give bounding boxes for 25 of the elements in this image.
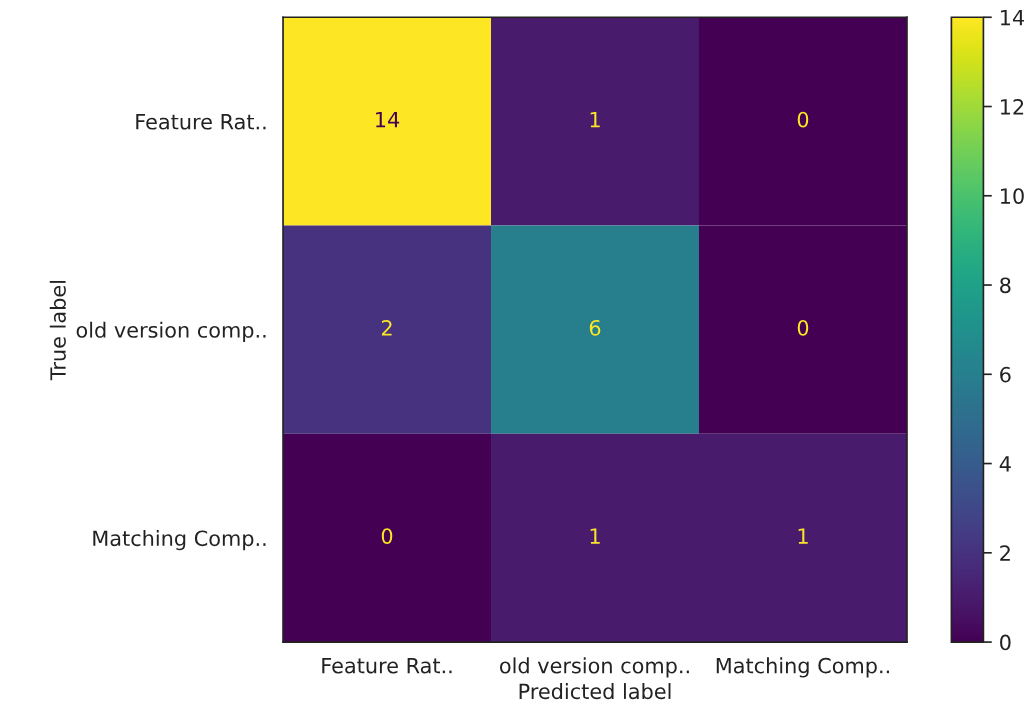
data-label: 1 [590,528,600,544]
color-bar-label: 6 [1000,366,1011,383]
y-axis-title: True label [49,280,66,381]
color-bar-label: 0 [1000,634,1011,651]
color-bar-label: 2 [1000,545,1010,561]
y-tick-label: Feature Rat.. [136,114,266,130]
data-label: 0 [797,319,809,336]
data-label: 0 [797,111,809,128]
data-label: 1 [798,528,808,544]
x-axis-title: Predicted label [519,683,671,700]
data-label: 6 [589,319,601,336]
data-label: 2 [381,319,392,336]
data-label: 14 [376,111,400,128]
data-label: 1 [590,111,600,128]
x-tick-label: old version comp.. [500,657,689,678]
color-bar-label: 10 [1000,188,1024,204]
color-bar-label: 14 [1000,9,1025,26]
y-tick-label: Matching Comp.. [93,530,266,551]
data-label: 0 [381,528,393,544]
color-bar-label: 8 [1000,277,1011,294]
color-bar-label: 12 [1000,98,1024,115]
y-tick-label: old version comp.. [76,321,266,342]
color-bar-label: 4 [999,456,1011,472]
x-tick-label: Feature Rat.. [322,657,452,674]
x-tick-label: Matching Comp.. [716,657,889,678]
